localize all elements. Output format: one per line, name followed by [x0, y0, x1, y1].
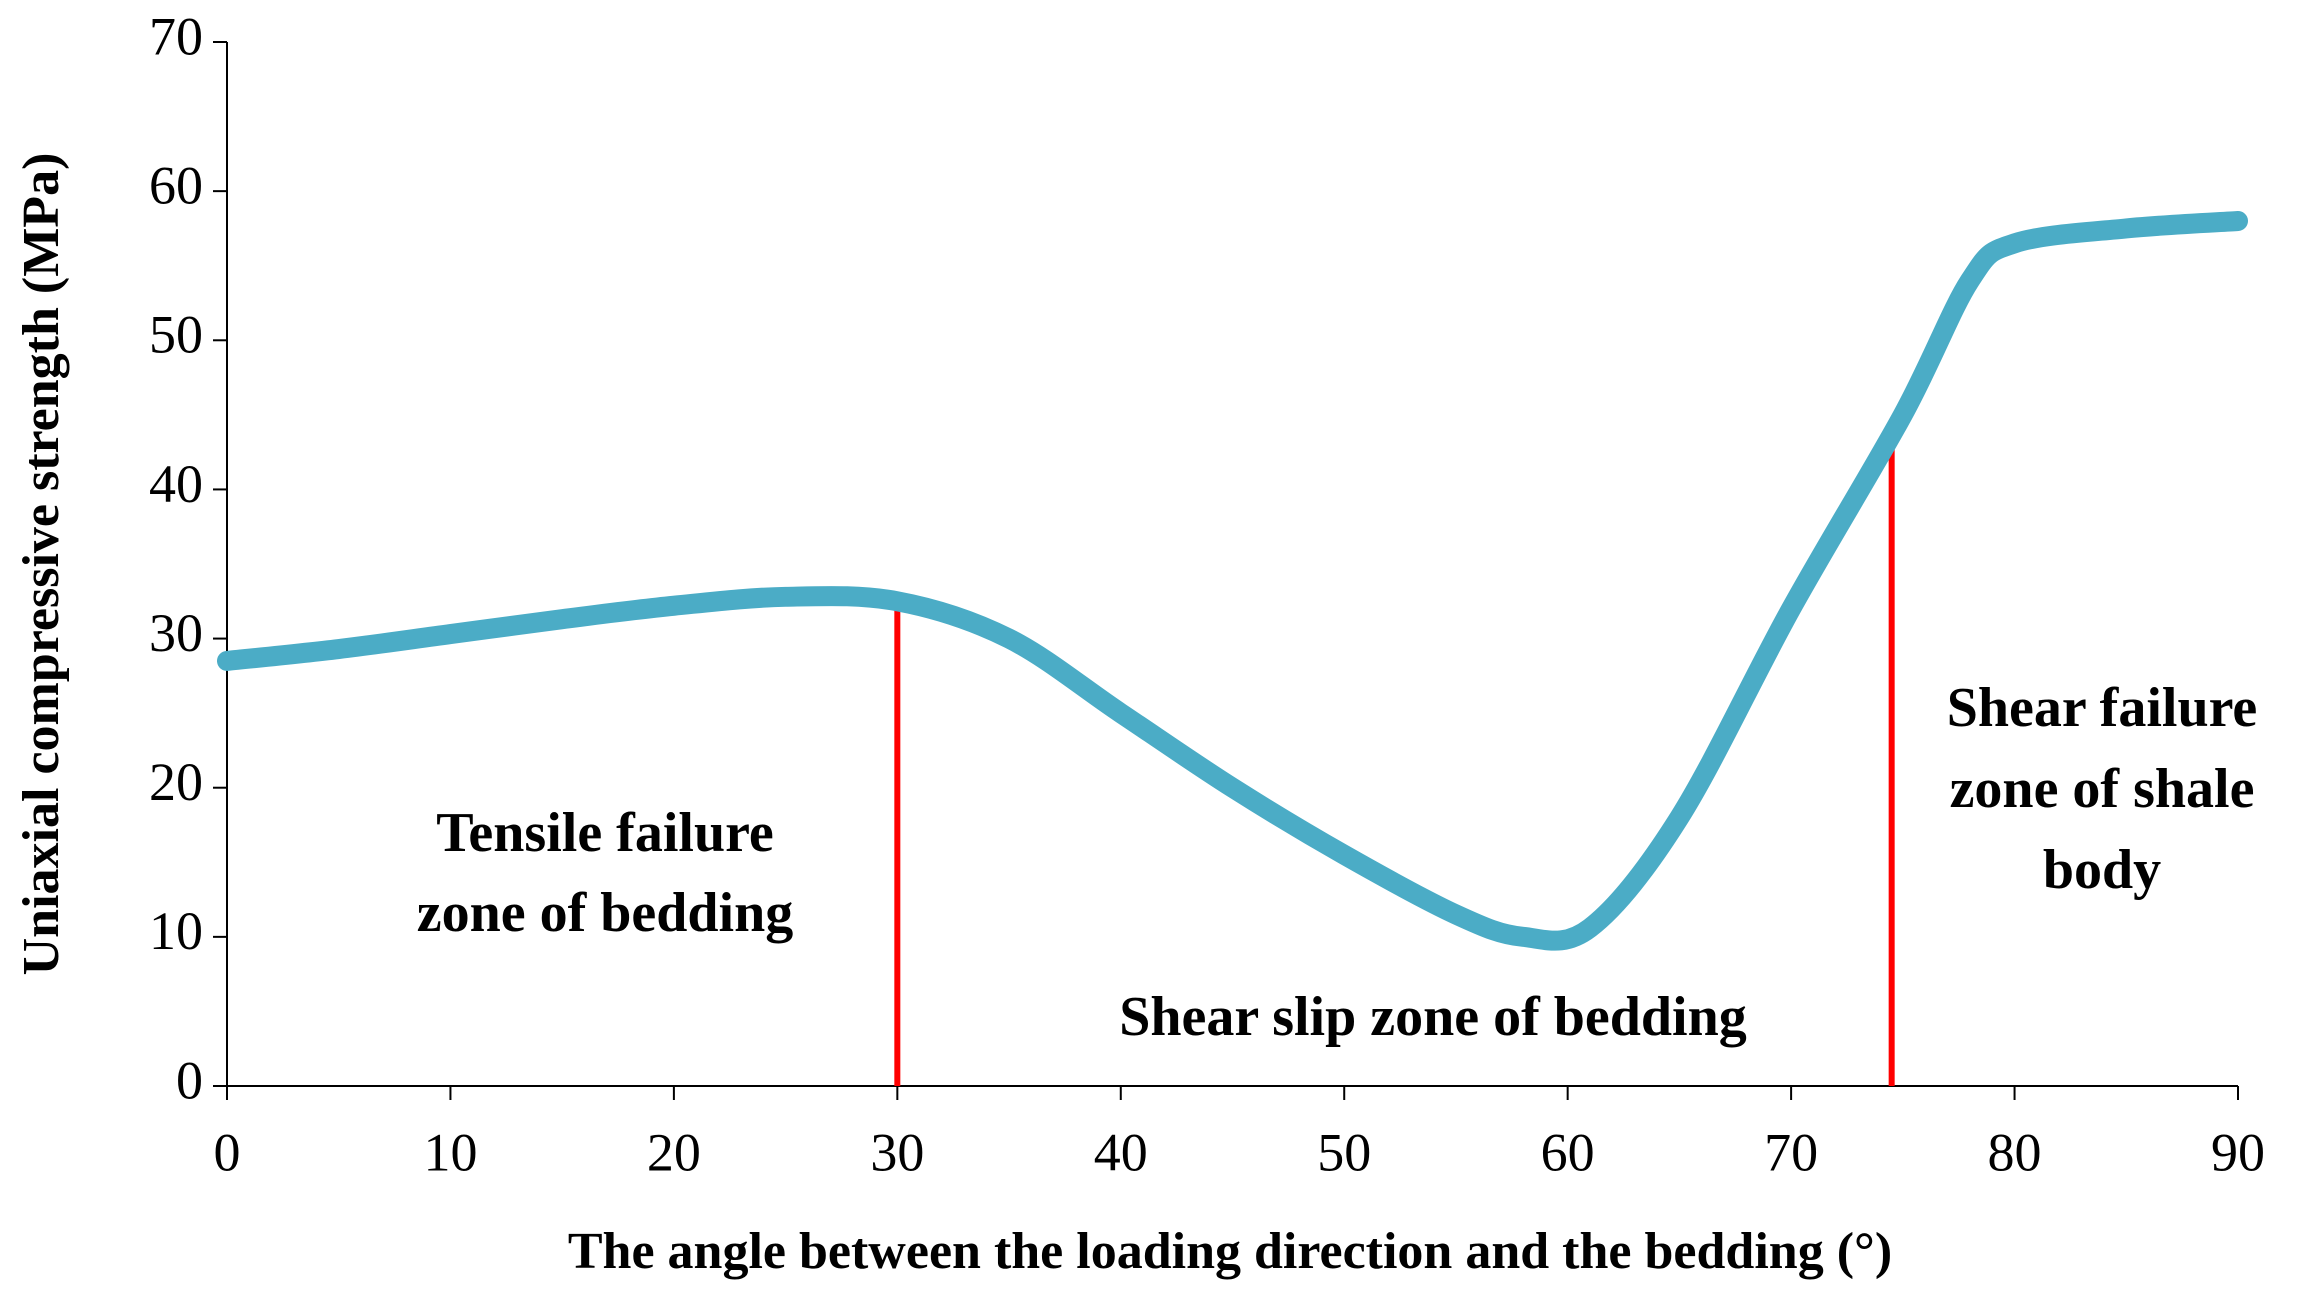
y-axis-title: Uniaxial compressive strength (MPa) — [13, 153, 70, 976]
x-tick-label: 30 — [870, 1122, 924, 1182]
y-tick-label: 50 — [149, 305, 203, 365]
y-tick-label: 0 — [176, 1050, 203, 1110]
x-tick-label: 60 — [1541, 1122, 1595, 1182]
x-axis-title: The angle between the loading direction … — [568, 1223, 1892, 1280]
annotation: zone of bedding — [417, 882, 794, 944]
x-tick-label: 70 — [1764, 1122, 1818, 1182]
y-tick-label: 60 — [149, 156, 203, 216]
y-tick-label: 10 — [149, 901, 203, 961]
annotation: zone of shale — [1950, 758, 2255, 820]
y-tick-label: 30 — [149, 603, 203, 663]
x-tick-label: 0 — [214, 1122, 241, 1182]
y-tick-label: 70 — [149, 6, 203, 66]
x-tick-label: 20 — [647, 1122, 701, 1182]
y-tick-label: 20 — [149, 752, 203, 812]
x-tick-label: 10 — [423, 1122, 477, 1182]
x-tick-label: 90 — [2211, 1122, 2265, 1182]
annotation: Shear slip zone of bedding — [1119, 986, 1747, 1048]
annotation: body — [2043, 839, 2161, 901]
annotation: Shear failure — [1947, 677, 2258, 739]
y-tick-label: 40 — [149, 454, 203, 514]
annotation: Tensile failure — [436, 802, 774, 864]
x-tick-label: 50 — [1317, 1122, 1371, 1182]
data-line — [217, 210, 2248, 951]
x-tick-label: 40 — [1094, 1122, 1148, 1182]
x-tick-label: 80 — [1988, 1122, 2042, 1182]
